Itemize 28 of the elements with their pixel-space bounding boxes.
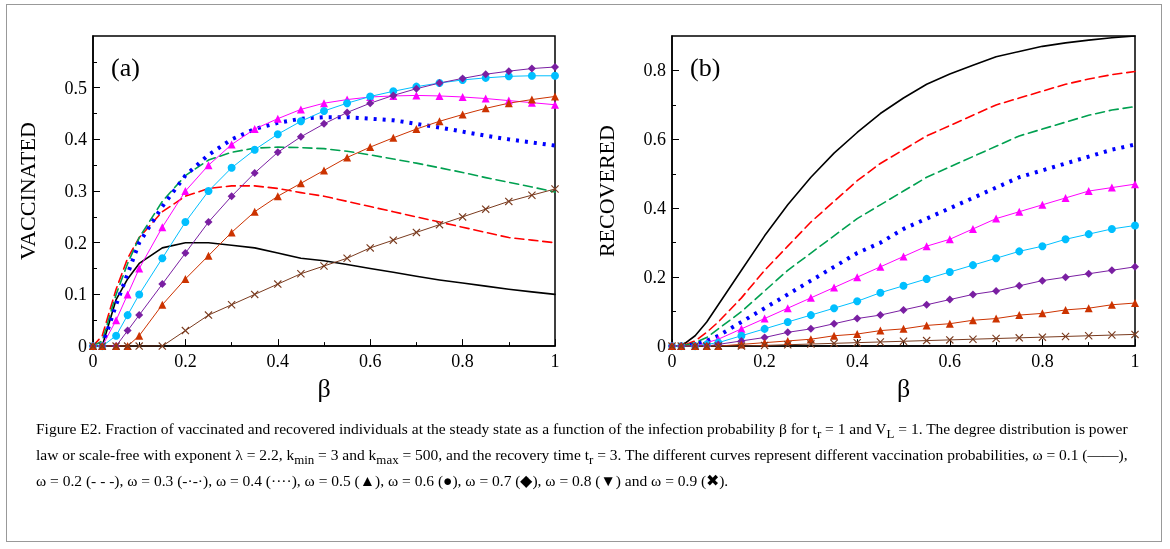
x-tick-label: 1 — [550, 351, 560, 372]
y-tick-label: 0.4 — [643, 198, 666, 219]
x-tick-label: 0.4 — [845, 351, 869, 372]
y-tick-label: 0.3 — [64, 181, 87, 202]
annotation: (a) — [111, 52, 140, 82]
y-tick-label: 0.2 — [643, 267, 666, 288]
x-tick-label: 0.8 — [451, 351, 474, 372]
x-tick-label: 0.6 — [938, 351, 962, 372]
y-tick-label: 0 — [78, 336, 87, 357]
y-tick-label: 0.5 — [64, 77, 87, 98]
x-tick-label: 0.2 — [174, 351, 197, 372]
y-tick-label: 0.6 — [643, 129, 666, 150]
x-tick-label: 0.6 — [358, 351, 382, 372]
x-axis-title: β — [896, 373, 911, 403]
annotation: (b) — [690, 52, 721, 82]
x-tick-label: 1 — [1130, 351, 1140, 372]
x-tick-label: 0.8 — [1031, 351, 1054, 372]
y-tick-label: 0.4 — [64, 129, 87, 150]
y-tick-label: 0 — [657, 336, 666, 357]
y-tick-label: 0.8 — [643, 60, 666, 81]
text: Figure E2. Fraction of vaccinated and recovered individuals at the steady state as a function of the infection probability β for t$_{r}$ = 1 and V$_{L}$ = 1. The degree distribution is power law or scale-free with exponent λ = 2.2, k$_{min}$ = 3 and k$_{max}$ = 500, and the recovery time t$_{r}$ = 3. The different curves represent different vaccination probabilities, ω = 0.1 (——), ω = 0.2 (- - -), ω = 0.3 (-·-·), ω = 0.4 (····), ω = 0.5 (▲), ω = 0.6 (●), ω = 0.7 (◆), ω = 0.8 (▼) and ω = 0.9 (✖). — [36, 420, 1128, 490]
y-axis-title: VACCINATED — [14, 122, 40, 260]
y-tick-label: 0.2 — [64, 232, 87, 253]
y-tick-label: 0.1 — [64, 284, 87, 305]
x-axis-title: β — [317, 373, 331, 403]
x-tick-label: 0.4 — [266, 351, 290, 372]
x-tick-label: 0.2 — [753, 351, 776, 372]
y-axis-title: RECOVERED — [593, 125, 619, 258]
